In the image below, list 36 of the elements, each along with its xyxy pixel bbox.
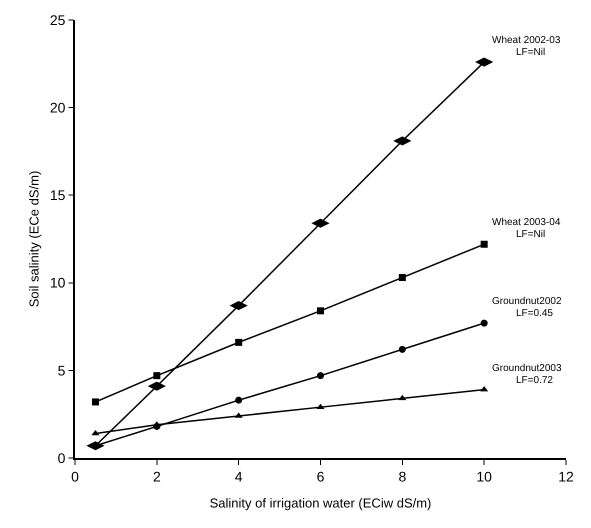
series-label: Groundnut2003: [492, 363, 562, 374]
point: [235, 396, 242, 404]
point: [317, 307, 324, 314]
y-axis-title: Soil salinity (ECe dS/m): [26, 170, 42, 308]
point: [234, 412, 243, 418]
annotation: LF=0.45: [516, 308, 554, 319]
x-tick-label: 10: [476, 468, 492, 485]
point: [398, 274, 406, 282]
x-axis-title: Salinity of irrigation water (ECiw dS/m): [210, 496, 432, 510]
point: [398, 394, 406, 400]
annotation: LF=Nil: [516, 47, 546, 58]
y-tick-label: 15: [50, 187, 66, 204]
point: [153, 372, 160, 380]
x-tick-label: 4: [234, 468, 243, 485]
y-tick-label: 5: [58, 362, 66, 378]
y-tick-label: 10: [50, 274, 66, 291]
y-tick-label: 20: [50, 100, 66, 116]
point: [480, 240, 488, 248]
y-tick-label: 25: [50, 12, 66, 28]
x-tick-label: 12: [558, 468, 574, 485]
y-tick-label: 0: [58, 450, 66, 466]
annotation: LF=Nil: [516, 229, 546, 240]
series-label: Wheat 2002-03: [492, 35, 561, 46]
point: [235, 338, 242, 346]
x-tick-label: 0: [71, 468, 80, 485]
series-label: Wheat 2003-04: [492, 217, 561, 228]
annotation: LF=0.72: [516, 375, 554, 386]
point: [398, 346, 406, 353]
point: [92, 398, 99, 406]
point: [480, 320, 488, 327]
x-tick-label: 8: [398, 468, 406, 485]
x-tick-label: 2: [152, 468, 161, 485]
point: [317, 372, 324, 380]
point: [91, 430, 100, 436]
series-label: Groundnut2002: [492, 296, 562, 307]
x-tick-label: 6: [316, 468, 325, 485]
